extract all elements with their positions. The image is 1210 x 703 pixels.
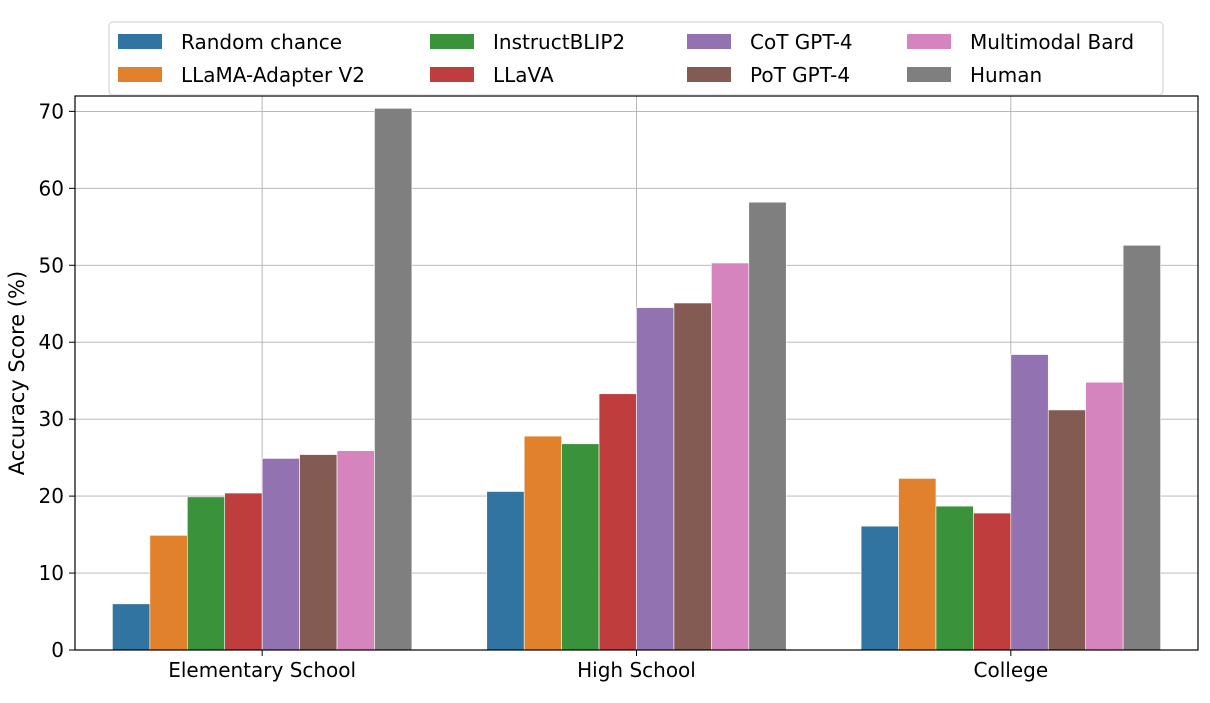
bar [860,525,899,651]
x-tick-label: Elementary School [168,658,356,682]
x-tick-label: College [974,658,1049,682]
bar [673,302,712,651]
bar [486,491,525,651]
legend-label: Multimodal Bard [970,30,1134,54]
bar [299,454,338,651]
bar [523,435,562,651]
legend-label: PoT GPT-4 [750,63,850,87]
legend-swatch [687,34,731,49]
bar [935,505,974,651]
legend-label: Human [970,63,1042,87]
bars [112,108,1161,651]
bar [598,393,637,651]
y-tick-label: 70 [39,99,64,123]
bar [224,492,263,651]
bar [112,603,151,651]
legend-swatch [118,67,162,82]
bar [1010,354,1049,651]
bar [711,262,750,651]
legend-swatch [430,67,474,82]
bar [1122,244,1161,651]
x-axis-ticks: Elementary School High School College [168,650,1048,682]
bar [973,512,1012,651]
bar [898,478,937,651]
legend-box [108,21,1164,96]
legend-swatch [907,34,951,49]
legend-swatch [907,67,951,82]
legend-label: LLaVA [493,63,554,87]
bar [748,201,787,651]
y-tick-label: 0 [51,638,64,662]
bar [636,307,675,651]
bar [561,443,600,651]
legend-label: LLaMA-Adapter V2 [181,63,365,87]
bar [374,108,413,651]
legend-label: CoT GPT-4 [750,30,853,54]
bar [149,535,188,651]
y-tick-label: 30 [39,407,64,431]
y-tick-label: 40 [39,330,64,354]
y-tick-label: 60 [39,176,64,200]
y-tick-label: 20 [39,484,64,508]
y-tick-label: 10 [39,561,64,585]
legend-label: Random chance [181,30,342,54]
legend-label: InstructBLIP2 [493,30,625,54]
y-axis-ticks: 0 10 20 30 40 50 60 70 [39,99,75,662]
legend-swatch [687,67,731,82]
y-tick-label: 50 [39,253,64,277]
legend-swatch [118,34,162,49]
bar [1085,381,1124,651]
bar [336,450,375,651]
x-tick-label: High School [577,658,696,682]
bar [1047,409,1087,651]
bar [187,496,226,651]
legend: Random chance LLaMA-Adapter V2 InstructBLI… [108,21,1164,96]
y-axis-label: Accuracy Score (%) [5,271,29,475]
legend-swatch [430,34,474,49]
bar [261,458,300,651]
